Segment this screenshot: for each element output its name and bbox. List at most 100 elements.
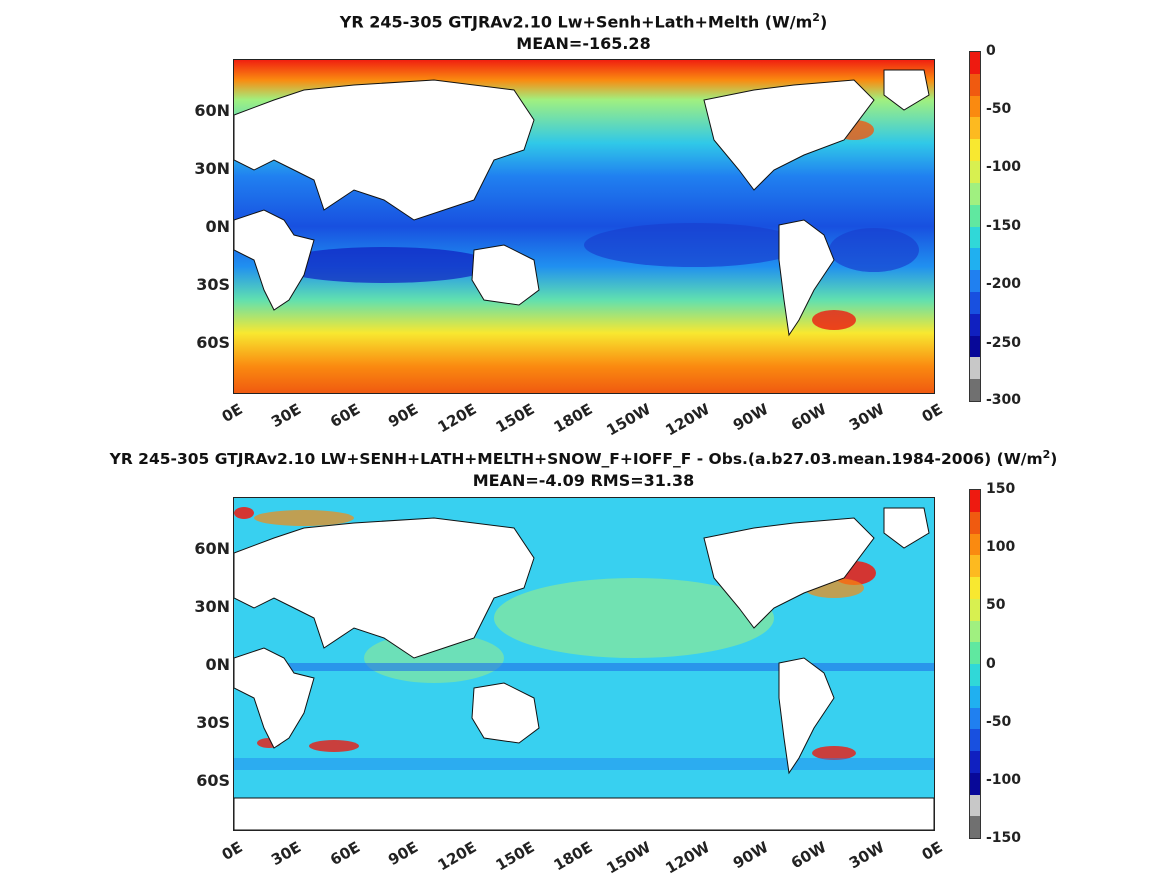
panel1-cb-swatch-0	[970, 52, 980, 74]
panel1-eurasia	[234, 79, 535, 221]
panel1-south-america	[778, 219, 835, 337]
panel2-north-america	[703, 517, 875, 629]
panel1-land	[234, 69, 930, 337]
panel1-cb-swatch-15	[970, 379, 980, 401]
panel2-cb-tick-5: -100	[986, 772, 1022, 788]
panel1-xtick-5: 150E	[492, 400, 538, 437]
panel2-xtick-11: 30W	[846, 838, 888, 873]
panel1-cb-swatch-6	[970, 182, 980, 205]
panel2-ytick-60s: 60S	[196, 771, 230, 790]
panel2-cb-swatch-4	[970, 577, 980, 599]
panel2-xtick-6: 180E	[551, 838, 596, 875]
panel1-mean-subtitle: MEAN=-165.28	[516, 34, 651, 53]
panel1-title: YR 245-305 GTJRAv2.10 Lw+Senh+Lath+Melth…	[339, 11, 828, 32]
panel1-australia	[471, 244, 540, 306]
panel2-cb-swatch-5	[970, 598, 980, 621]
panel2-xtick-10: 60W	[787, 838, 830, 873]
panel2-pacific-positive	[494, 578, 774, 658]
panel1-cb-swatch-13	[970, 335, 980, 358]
panel1-ytick-30s: 30S	[196, 275, 230, 294]
panel2-xtick-2: 60E	[326, 838, 363, 870]
panel1-cb-swatch-10	[970, 270, 980, 292]
panel1-xtick-10: 60W	[787, 400, 830, 435]
panel2-cb-swatch-3	[970, 555, 980, 577]
panel1-cb-swatch-8	[970, 226, 980, 249]
panel1-pacific-min	[584, 223, 804, 267]
panel2-south-america	[778, 657, 835, 775]
panel2-australia	[471, 682, 540, 744]
panel2-cb-swatch-1	[970, 511, 980, 534]
panel1-cb-tick-4: -200	[986, 276, 1022, 292]
panel2-cb-swatch-0	[970, 490, 980, 512]
panel1-xtick-1: 30E	[268, 400, 305, 432]
panel2-xtick-1: 30E	[268, 838, 305, 870]
panel2-xtick-9: 90W	[729, 838, 771, 873]
panel1-xtick-9: 90W	[729, 400, 771, 435]
panel2-ytick-0n: 0N	[205, 655, 230, 674]
panel1-africa	[234, 209, 315, 311]
panel1-xtick-12: 0E	[919, 400, 946, 426]
panel2-equatorial-negative	[234, 663, 934, 671]
panel2-cb-tick-2: 50	[986, 597, 1006, 613]
panel1-ytick-30n: 30N	[194, 159, 230, 178]
panel2-xtick-12: 0E	[919, 838, 946, 864]
panel1-greenland	[883, 69, 930, 111]
panel2-cb-tick-3: 0	[986, 656, 996, 672]
panel2-colorbar	[969, 489, 981, 839]
panel1-north-america	[703, 79, 875, 191]
panel1-xtick-4: 120E	[434, 400, 480, 437]
panel2-mean-rms-subtitle: MEAN=-4.09 RMS=31.38	[472, 471, 695, 490]
panel2-xtick-7: 150W	[603, 838, 655, 878]
panel1-xtick-8: 120W	[662, 400, 713, 440]
panel1-cb-swatch-5	[970, 161, 980, 183]
panel2-cb-swatch-12	[970, 751, 980, 773]
panel1-cb-tick-6: -300	[986, 392, 1022, 408]
panel1-cb-swatch-7	[970, 204, 980, 227]
panel2-xtick-4: 120E	[434, 838, 480, 875]
panel1-xtick-3: 90E	[385, 400, 421, 432]
panel2-cb-swatch-9	[970, 685, 980, 708]
panel2-cb-swatch-11	[970, 729, 980, 751]
panel1-xtick-2: 60E	[326, 400, 363, 432]
panel1-ytick-0n: 0N	[205, 217, 230, 236]
panel2-antarctica	[234, 797, 934, 830]
panel2-land	[234, 507, 930, 775]
panel1-xtick-7: 150W	[603, 400, 655, 440]
panel2-ytick-60n: 60N	[194, 539, 230, 558]
panel1-xtick-6: 180E	[551, 400, 596, 437]
panel2-ytick-30n: 30N	[194, 597, 230, 616]
panel2-xtick-8: 120W	[662, 838, 713, 878]
panel1-cb-swatch-3	[970, 117, 980, 140]
panel1-ytick-60s: 60S	[196, 333, 230, 352]
panel1-map	[233, 59, 935, 394]
panel1-xtick-0: 0E	[219, 400, 246, 426]
panel1-cb-tick-5: -250	[986, 335, 1022, 351]
panel1-cb-tick-2: -100	[986, 159, 1022, 175]
panel2-cb-tick-4: -50	[986, 714, 1012, 730]
panel2-cb-swatch-15	[970, 816, 980, 838]
panel1-cb-swatch-2	[970, 95, 980, 118]
panel2-cb-swatch-6	[970, 620, 980, 643]
panel2-cb-tick-0: 150	[986, 481, 1016, 497]
panel2-greenland	[883, 507, 930, 549]
panel1-cb-tick-0: 0	[986, 43, 996, 59]
panel1-xtick-11: 30W	[846, 400, 888, 435]
panel2-malvinas-max	[812, 746, 856, 760]
panel2-eurasia	[234, 517, 535, 659]
panel2-title: YR 245-305 GTJRAv2.10 LW+SENH+LATH+MELTH…	[109, 448, 1058, 469]
panel2-cb-swatch-8	[970, 664, 980, 686]
panel2-cb-swatch-13	[970, 772, 980, 795]
panel2-xtick-5: 150E	[492, 838, 538, 875]
panel1-cb-tick-3: -150	[986, 218, 1022, 234]
panel2-xtick-0: 0E	[219, 838, 246, 864]
panel1-cb-swatch-12	[970, 313, 980, 336]
panel1-atlantic-min	[829, 228, 919, 272]
panel2-xtick-3: 90E	[385, 838, 421, 870]
panel1-cb-swatch-11	[970, 291, 980, 314]
panel2-cb-swatch-10	[970, 707, 980, 730]
panel2-cb-swatch-7	[970, 642, 980, 664]
panel1-cb-swatch-4	[970, 139, 980, 162]
panel1-cb-swatch-1	[970, 73, 980, 96]
panel1-cb-tick-1: -50	[986, 101, 1012, 117]
panel1-indian-ocean-min	[274, 247, 494, 283]
